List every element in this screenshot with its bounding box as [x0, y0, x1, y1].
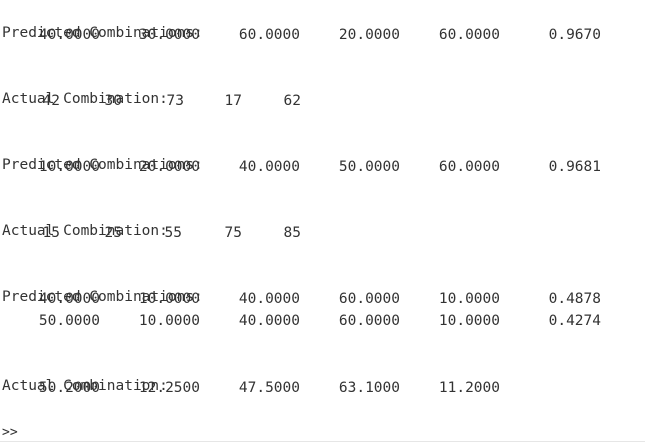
- block-heading: Predicted Combinations:: [0, 267, 645, 305]
- block-heading: Actual Combination:: [0, 356, 645, 394]
- value-cell: 50.0000: [38, 313, 100, 329]
- value-cell: 40.0000: [238, 159, 300, 175]
- value-cell: 11.2000: [438, 380, 500, 396]
- value-cell: 60.0000: [338, 291, 400, 307]
- value-cell: 10.0000: [438, 313, 500, 329]
- value-cell: 40.0000: [238, 291, 300, 307]
- value-cell: 40.0000: [38, 27, 100, 43]
- value-cell: 50.2000: [38, 380, 100, 396]
- predicted-heading: Predicted Combinations:: [2, 157, 203, 173]
- output-row: 50.0000 10.0000 40.0000 60.0000 10.0000 …: [0, 311, 645, 331]
- output-row: 15 25 55 75 85: [0, 223, 645, 243]
- command-prompt[interactable]: >>: [2, 425, 18, 440]
- value-cell: 10.0000: [38, 159, 100, 175]
- value-cell: 20.0000: [138, 159, 200, 175]
- actual-heading: Actual Combination:: [2, 378, 168, 394]
- score-cell: 0.4878: [548, 291, 601, 307]
- output-row: 10.0000 20.0000 40.0000 50.0000 60.0000 …: [0, 157, 645, 177]
- score-cell: 0.9670: [548, 27, 601, 43]
- value-cell: 47.5000: [238, 380, 300, 396]
- value-cell: 60.0000: [438, 159, 500, 175]
- score-cell: 0.4274: [548, 313, 601, 329]
- value-cell: 60.0000: [338, 313, 400, 329]
- predicted-heading: Predicted Combinations:: [2, 25, 203, 41]
- value-cell: 25: [104, 225, 122, 241]
- value-cell: 85: [283, 225, 301, 241]
- block-heading: Predicted Combinations:: [0, 3, 645, 41]
- value-cell: 10.0000: [138, 291, 200, 307]
- value-cell: 10.0000: [438, 291, 500, 307]
- actual-heading: Actual Combination:: [2, 91, 168, 107]
- block-heading: Predicted Combinations:: [0, 135, 645, 173]
- block-heading: Actual Combination:: [0, 69, 645, 107]
- output-row: 40.0000 10.0000 40.0000 60.0000 10.0000 …: [0, 289, 645, 309]
- value-cell: 30: [104, 93, 122, 109]
- output-row: 42 30 73 17 62: [0, 91, 645, 111]
- value-cell: 75: [224, 225, 242, 241]
- predicted-heading: Predicted Combinations:: [2, 289, 203, 305]
- value-cell: 60.0000: [438, 27, 500, 43]
- block-heading: Actual Combination:: [0, 201, 645, 239]
- value-cell: 17: [224, 93, 242, 109]
- value-cell: 62: [283, 93, 301, 109]
- value-cell: 73: [166, 93, 184, 109]
- output-row: 50.2000 12.2500 47.5000 63.1000 11.2000: [0, 378, 645, 398]
- value-cell: 30.0000: [138, 27, 200, 43]
- actual-heading: Actual Combination:: [2, 223, 168, 239]
- value-cell: 63.1000: [338, 380, 400, 396]
- value-cell: 12.2500: [138, 380, 200, 396]
- value-cell: 15: [42, 225, 60, 241]
- value-cell: 40.0000: [238, 313, 300, 329]
- value-cell: 55: [164, 225, 182, 241]
- value-cell: 60.0000: [238, 27, 300, 43]
- value-cell: 50.0000: [338, 159, 400, 175]
- output-row: 40.0000 30.0000 60.0000 20.0000 60.0000 …: [0, 25, 645, 45]
- value-cell: 10.0000: [138, 313, 200, 329]
- value-cell: 40.0000: [38, 291, 100, 307]
- score-cell: 0.9681: [548, 159, 601, 175]
- value-cell: 42: [42, 93, 60, 109]
- prompt-divider: [0, 441, 645, 442]
- value-cell: 20.0000: [338, 27, 400, 43]
